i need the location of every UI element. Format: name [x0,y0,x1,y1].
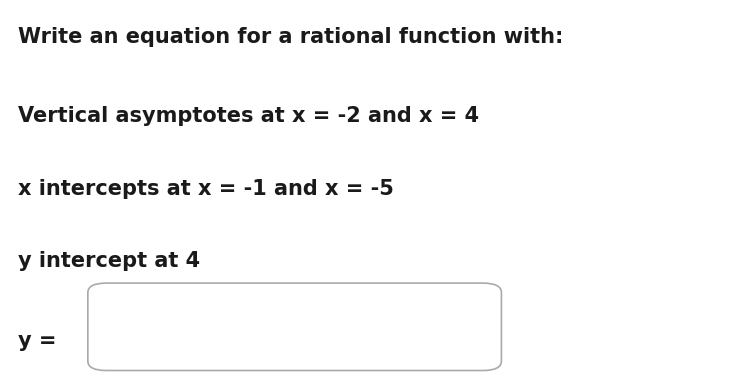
Text: Vertical asymptotes at x = -2 and x = 4: Vertical asymptotes at x = -2 and x = 4 [18,106,479,127]
Text: y intercept at 4: y intercept at 4 [18,251,201,271]
Text: Write an equation for a rational function with:: Write an equation for a rational functio… [18,27,564,47]
Text: x intercepts at x = -1 and x = -5: x intercepts at x = -1 and x = -5 [18,179,394,199]
FancyBboxPatch shape [88,283,501,370]
Text: y =: y = [18,331,57,351]
